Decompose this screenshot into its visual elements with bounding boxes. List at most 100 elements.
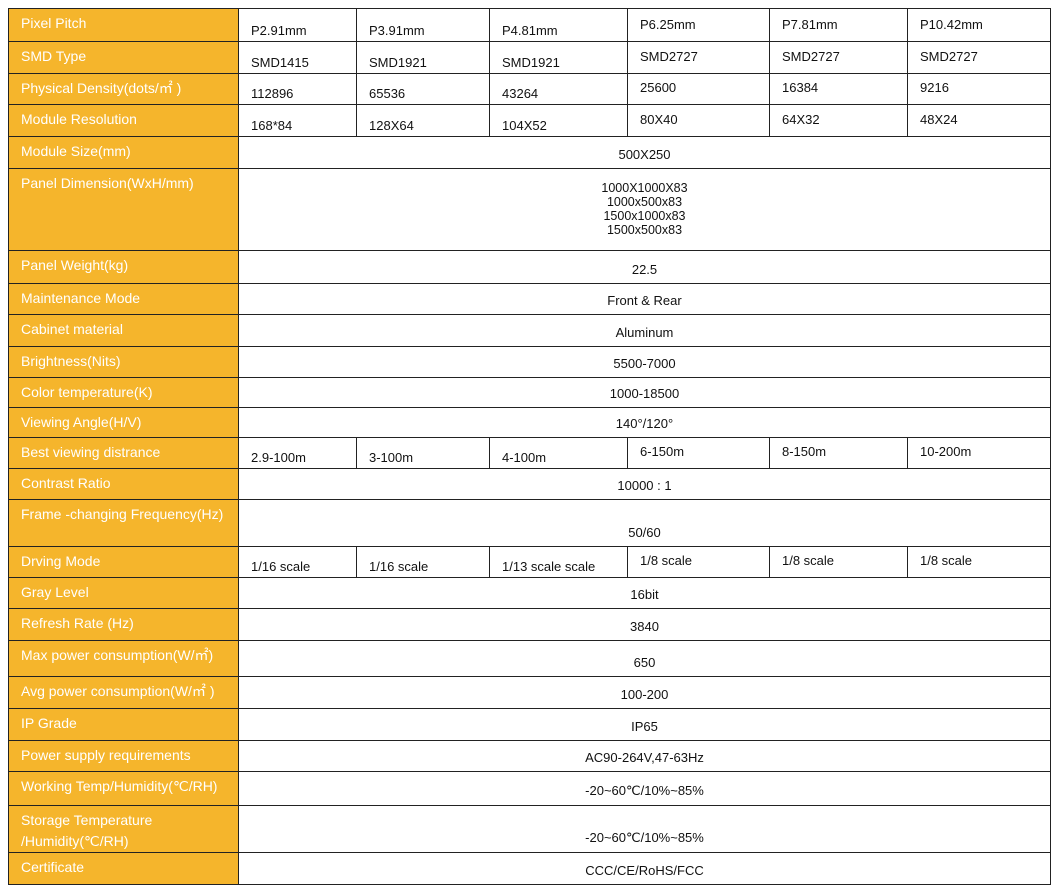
spec-cell: 1/16 scale <box>238 546 357 578</box>
spec-row: Physical Density(dots/㎡ ) 112896 65536 4326… <box>8 73 1051 105</box>
spec-row: Brightness(Nits) 5500-7000 <box>8 346 1051 378</box>
row-label: Gray Level <box>8 577 239 609</box>
spec-row: Module Resolution 168*84 128X64 104X52 80X40… <box>8 104 1051 137</box>
spec-cell: 48X24 <box>907 104 1051 137</box>
spec-cell: P3.91mm <box>356 8 490 42</box>
spec-cell: 104X52 <box>489 104 628 137</box>
spec-cell: 1/8 scale <box>769 546 908 578</box>
spec-cell-merged: 140°/120° <box>238 407 1051 438</box>
row-label: Brightness(Nits) <box>8 346 239 378</box>
spec-cell: 4-100m <box>489 437 628 469</box>
spec-row: Contrast Ratio 10000 : 1 <box>8 468 1051 500</box>
spec-cell: 1/8 scale <box>627 546 770 578</box>
spec-cell: SMD1921 <box>489 41 628 74</box>
spec-cell-merged: 650 <box>238 640 1051 677</box>
spec-row: Panel Weight(kg) 22.5 <box>8 250 1051 284</box>
row-label: Viewing Angle(H/V) <box>8 407 239 438</box>
spec-cell: SMD1415 <box>238 41 357 74</box>
spec-row: Cabinet material Aluminum <box>8 314 1051 347</box>
spec-table: Pixel Pitch P2.91mm P3.91mm P4.81mm P6.25mm P… <box>8 8 1051 885</box>
spec-cell: 6-150m <box>627 437 770 469</box>
spec-row: Frame -changing Frequency(Hz) 50/60 <box>8 499 1051 547</box>
spec-row: Viewing Angle(H/V) 140°/120° <box>8 407 1051 438</box>
spec-cell-merged: IP65 <box>238 708 1051 741</box>
spec-cell: 9216 <box>907 73 1051 105</box>
row-label: Drving Mode <box>8 546 239 578</box>
row-label: Panel Weight(kg) <box>8 250 239 284</box>
spec-cell-merged: AC90-264V,47-63Hz <box>238 740 1051 772</box>
spec-cell-merged: -20~60℃/10%~85% <box>238 805 1051 853</box>
spec-cell: 2.9-100m <box>238 437 357 469</box>
spec-line: 1500x500x83 <box>606 223 683 237</box>
row-label: Pixel Pitch <box>8 8 239 42</box>
spec-cell-merged: 10000 : 1 <box>238 468 1051 500</box>
spec-cell-merged: 16bit <box>238 577 1051 609</box>
spec-line: 1000x500x83 <box>606 195 683 209</box>
row-label: Storage Temperature /Humidity(℃/RH) <box>8 805 239 853</box>
spec-row: Module Size(mm) 500X250 <box>8 136 1051 169</box>
row-label: SMD Type <box>8 41 239 74</box>
spec-cell-merged: 1000-18500 <box>238 377 1051 408</box>
spec-row: Refresh Rate (Hz) 3840 <box>8 608 1051 641</box>
row-label: Module Size(mm) <box>8 136 239 169</box>
spec-cell: SMD2727 <box>627 41 770 74</box>
spec-cell: 80X40 <box>627 104 770 137</box>
spec-cell: SMD2727 <box>769 41 908 74</box>
spec-cell: 43264 <box>489 73 628 105</box>
spec-row: Best viewing distrance 2.9-100m 3-100m 4-10… <box>8 437 1051 469</box>
spec-cell: 16384 <box>769 73 908 105</box>
spec-cell: SMD2727 <box>907 41 1051 74</box>
row-label: Avg power consumption(W/㎡ ) <box>8 676 239 709</box>
spec-row: Pixel Pitch P2.91mm P3.91mm P4.81mm P6.25mm P… <box>8 8 1051 42</box>
row-label: Cabinet material <box>8 314 239 347</box>
spec-cell: 25600 <box>627 73 770 105</box>
row-label: Certificate <box>8 852 239 885</box>
row-label: IP Grade <box>8 708 239 741</box>
spec-row: Drving Mode 1/16 scale 1/16 scale 1/13 scal… <box>8 546 1051 578</box>
row-label: Power supply requirements <box>8 740 239 772</box>
spec-cell-merged: 50/60 <box>238 499 1051 547</box>
spec-cell: 10-200m <box>907 437 1051 469</box>
row-label: Contrast Ratio <box>8 468 239 500</box>
spec-row: SMD Type SMD1415 SMD1921 SMD1921 SMD2727 SMD2… <box>8 41 1051 74</box>
spec-cell-merged: 1000X1000X83 1000x500x83 1500x1000x83 1500x… <box>238 168 1051 251</box>
spec-row: Working Temp/Humidity(℃/RH) -20~60℃/10%~8… <box>8 771 1051 806</box>
spec-row: Panel Dimension(WxH/mm) 1000X1000X83 1000x… <box>8 168 1051 251</box>
spec-cell-merged: 5500-7000 <box>238 346 1051 378</box>
spec-row: IP Grade IP65 <box>8 708 1051 741</box>
spec-row: Maintenance Mode Front & Rear <box>8 283 1051 315</box>
spec-cell: 1/13 scale scale <box>489 546 628 578</box>
row-label: Max power consumption(W/㎡) <box>8 640 239 677</box>
row-label: Color temperature(K) <box>8 377 239 408</box>
spec-cell: P6.25mm <box>627 8 770 42</box>
row-label: Best viewing distrance <box>8 437 239 469</box>
spec-row: Color temperature(K) 1000-18500 <box>8 377 1051 408</box>
spec-line: 1000X1000X83 <box>601 181 688 195</box>
spec-cell: 1/8 scale <box>907 546 1051 578</box>
row-label: Physical Density(dots/㎡ ) <box>8 73 239 105</box>
spec-cell-merged: 22.5 <box>238 250 1051 284</box>
row-label: Panel Dimension(WxH/mm) <box>8 168 239 251</box>
spec-row: Avg power consumption(W/㎡ ) 100-200 <box>8 676 1051 709</box>
row-label: Frame -changing Frequency(Hz) <box>8 499 239 547</box>
spec-cell: SMD1921 <box>356 41 490 74</box>
spec-row: Certificate CCC/CE/RoHS/FCC <box>8 852 1051 885</box>
spec-row: Max power consumption(W/㎡) 650 <box>8 640 1051 677</box>
spec-cell: 3-100m <box>356 437 490 469</box>
spec-cell: 65536 <box>356 73 490 105</box>
spec-cell: 128X64 <box>356 104 490 137</box>
spec-cell-merged: CCC/CE/RoHS/FCC <box>238 852 1051 885</box>
row-label: Refresh Rate (Hz) <box>8 608 239 641</box>
row-label: Working Temp/Humidity(℃/RH) <box>8 771 239 806</box>
spec-cell: 8-150m <box>769 437 908 469</box>
spec-row: Storage Temperature /Humidity(℃/RH) -20~6… <box>8 805 1051 853</box>
spec-cell: 1/16 scale <box>356 546 490 578</box>
spec-cell: 64X32 <box>769 104 908 137</box>
spec-cell-merged: 100-200 <box>238 676 1051 709</box>
spec-cell: P10.42mm <box>907 8 1051 42</box>
spec-row: Gray Level 16bit <box>8 577 1051 609</box>
spec-cell: P4.81mm <box>489 8 628 42</box>
spec-cell: 112896 <box>238 73 357 105</box>
spec-cell-merged: 3840 <box>238 608 1051 641</box>
spec-cell-merged: 500X250 <box>238 136 1051 169</box>
